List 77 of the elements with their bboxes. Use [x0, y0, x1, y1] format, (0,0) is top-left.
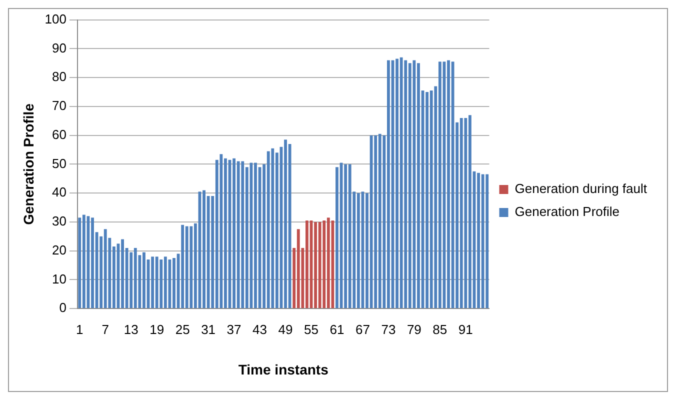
y-tick-label: 60 [52, 126, 66, 142]
bar [460, 118, 463, 308]
bar [181, 224, 184, 308]
bar [326, 218, 330, 308]
bar [155, 256, 158, 308]
y-tick-label: 90 [52, 40, 66, 56]
bar [344, 164, 348, 308]
bar [288, 144, 292, 308]
x-tick-label: 55 [304, 322, 318, 337]
x-tick-label: 13 [124, 322, 138, 337]
x-tick-label: 43 [252, 322, 268, 337]
y-tick-label: 70 [52, 98, 66, 114]
bar [348, 164, 352, 308]
bar [164, 256, 167, 308]
x-tick-label: 49 [278, 322, 293, 337]
y-tick-label: 50 [52, 156, 66, 171]
bar [400, 57, 403, 308]
bar [104, 229, 107, 308]
x-axis-title: Time instants [238, 361, 329, 378]
bar [374, 135, 378, 308]
bar [370, 135, 373, 308]
bar [82, 214, 86, 308]
bar [296, 229, 300, 308]
bar [130, 252, 133, 308]
x-tick-label: 67 [355, 322, 370, 337]
bar [408, 63, 412, 308]
bar [438, 62, 442, 308]
bar [250, 162, 253, 308]
bar [168, 260, 172, 308]
x-tick-label: 91 [458, 322, 473, 337]
bar [241, 161, 244, 308]
y-tick-label: 80 [52, 69, 66, 84]
bar [386, 60, 390, 308]
bar [220, 154, 223, 308]
y-tick-label: 10 [52, 271, 66, 286]
bar [331, 220, 334, 308]
x-tick-label: 85 [432, 322, 448, 337]
y-tick-label: 100 [44, 11, 66, 26]
y-axis-title: Generation Profile [20, 103, 36, 225]
bar [426, 92, 429, 308]
bar [271, 148, 274, 308]
x-tick-label: 37 [226, 322, 242, 337]
y-tick-label: 20 [52, 242, 66, 258]
bar [336, 167, 338, 308]
y-tick-label: 30 [52, 214, 66, 229]
x-tick-label: 61 [330, 322, 344, 337]
x-tick-label: 25 [175, 322, 190, 337]
x-tick-label: 79 [406, 322, 422, 337]
bar [318, 222, 322, 308]
bar [236, 161, 240, 308]
bar [464, 118, 468, 308]
bar [185, 226, 188, 308]
bar [486, 174, 489, 308]
bar [266, 151, 270, 308]
y-tick-label: 0 [59, 300, 66, 316]
bar [91, 218, 94, 308]
x-tick-label: 31 [201, 322, 216, 337]
bar [356, 193, 360, 308]
bar [160, 260, 163, 308]
bar [190, 226, 193, 308]
bar [468, 115, 472, 308]
bar [412, 60, 416, 308]
legend-label: Generation during fault [514, 181, 648, 196]
bar [447, 60, 450, 308]
y-tick-label: 40 [52, 184, 66, 200]
bar [404, 60, 408, 308]
bar [134, 248, 137, 308]
x-tick-label: 1 [76, 322, 84, 337]
bar [151, 256, 154, 308]
bar [481, 174, 484, 308]
x-tick-label: 73 [381, 322, 396, 337]
legend-label: Generation Profile [514, 204, 620, 220]
bar [378, 134, 382, 308]
bar [78, 218, 82, 308]
x-tick-label: 7 [102, 322, 109, 337]
bar [322, 220, 326, 308]
x-tick-label: 19 [150, 322, 164, 337]
